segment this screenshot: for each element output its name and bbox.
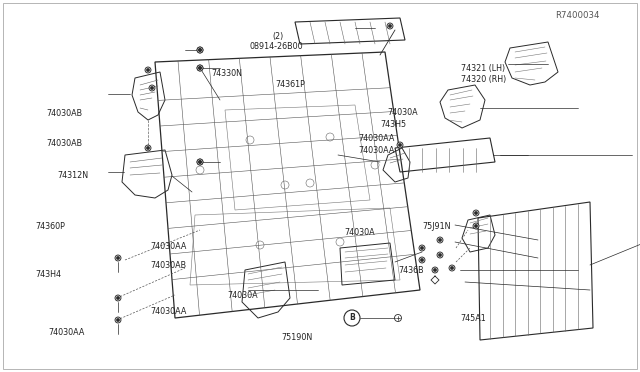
Text: 74030A: 74030A [344,228,375,237]
Circle shape [150,87,154,90]
Text: 7436B: 7436B [398,266,424,275]
Circle shape [145,67,151,73]
Circle shape [387,23,393,29]
Text: B: B [349,314,355,323]
Circle shape [438,253,442,257]
Circle shape [399,144,401,147]
Circle shape [115,317,121,323]
Circle shape [197,65,203,71]
Text: 745A1: 745A1 [461,314,486,323]
Text: 74030AA: 74030AA [48,328,84,337]
Text: 74030AA: 74030AA [358,146,395,155]
Circle shape [116,318,120,321]
Circle shape [198,160,202,164]
Text: 74030A: 74030A [227,291,258,300]
Circle shape [197,159,203,165]
Circle shape [419,245,425,251]
Circle shape [197,47,203,53]
Circle shape [420,247,424,250]
Circle shape [420,259,424,262]
Text: 743H4: 743H4 [35,270,61,279]
Circle shape [147,68,150,71]
Circle shape [388,25,392,28]
Text: 743H5: 743H5 [380,120,406,129]
Circle shape [198,48,202,51]
Circle shape [473,223,479,229]
Text: 74360P: 74360P [35,222,65,231]
Text: R7400034: R7400034 [556,11,600,20]
Circle shape [115,255,121,261]
Text: (2): (2) [272,32,284,41]
Circle shape [198,67,202,70]
Text: 74330N: 74330N [211,69,242,78]
Circle shape [437,252,443,258]
Text: 74030A: 74030A [388,108,419,117]
Text: 75190N: 75190N [282,333,313,342]
Circle shape [451,266,454,269]
Circle shape [147,147,150,150]
Circle shape [197,159,203,165]
Circle shape [198,160,202,164]
Circle shape [433,269,436,272]
Circle shape [115,295,121,301]
Text: 74361P: 74361P [275,80,305,89]
Circle shape [473,210,479,216]
Text: 74321 (LH): 74321 (LH) [461,64,505,73]
Circle shape [438,238,442,241]
Circle shape [198,67,202,70]
Circle shape [397,142,403,148]
Text: 74030AA: 74030AA [150,307,187,316]
Text: 75J91N: 75J91N [422,222,451,231]
Circle shape [197,47,203,53]
Text: 74030AA: 74030AA [150,242,187,251]
Text: 74030AB: 74030AB [150,262,186,270]
Text: 74320 (RH): 74320 (RH) [461,76,506,84]
Text: 74312N: 74312N [58,171,89,180]
Circle shape [149,85,155,91]
Circle shape [449,265,455,271]
Text: 74030AB: 74030AB [46,140,82,148]
Circle shape [116,257,120,260]
Circle shape [198,48,202,51]
Circle shape [474,212,477,215]
Circle shape [145,145,151,151]
Circle shape [474,224,477,228]
Circle shape [437,237,443,243]
Text: 74030AA: 74030AA [358,134,395,142]
Circle shape [419,257,425,263]
Circle shape [116,296,120,299]
Circle shape [197,65,203,71]
Text: 08914-26B00: 08914-26B00 [250,42,303,51]
Circle shape [432,267,438,273]
Text: 74030AB: 74030AB [46,109,82,118]
